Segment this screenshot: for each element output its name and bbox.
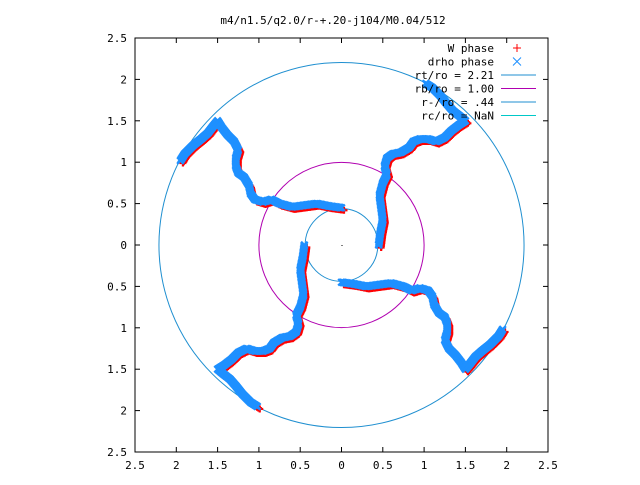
legend-marker bbox=[513, 44, 521, 52]
x-tick-label: 2 bbox=[503, 459, 510, 472]
drho-phase-point bbox=[176, 156, 185, 165]
center-point bbox=[341, 245, 343, 246]
legend-label: rt/ro = 2.21 bbox=[415, 69, 494, 82]
legend-label: rc/ro = NaN bbox=[421, 110, 494, 123]
x-tick-label: 0.5 bbox=[290, 459, 310, 472]
x-tick-label: 1 bbox=[421, 459, 428, 472]
drho-phase-arm-1 bbox=[374, 79, 470, 250]
x-tick-label: 2.5 bbox=[125, 459, 145, 472]
y-tick-label: 2 bbox=[120, 405, 127, 418]
legend-label: r-/ro = .44 bbox=[421, 96, 494, 109]
x-tick-label: 0.5 bbox=[373, 459, 393, 472]
y-tick-label: 2.5 bbox=[107, 32, 127, 45]
y-tick-label: 0.5 bbox=[107, 198, 127, 211]
phase-series bbox=[176, 79, 509, 413]
drho-phase-arm-2 bbox=[337, 278, 507, 374]
drho-phase-point bbox=[498, 325, 507, 334]
drho-phase-point bbox=[421, 79, 430, 88]
y-tick-label: 2.5 bbox=[107, 446, 127, 459]
y-tick-label: 1.5 bbox=[107, 363, 127, 376]
legend-label: rb/ro = 1.00 bbox=[415, 83, 494, 96]
legend-marker bbox=[512, 57, 522, 66]
y-tick-label: 2 bbox=[120, 73, 127, 86]
legend-label: W phase bbox=[448, 42, 494, 55]
drho-phase-point bbox=[253, 402, 262, 411]
x-tick-label: 2 bbox=[173, 459, 180, 472]
x-tick-label: 1 bbox=[256, 459, 263, 472]
y-tick-label: 1.5 bbox=[107, 115, 127, 128]
x-tick-label: 2.5 bbox=[538, 459, 558, 472]
y-tick-label: 0.5 bbox=[107, 280, 127, 293]
drho-phase-arm-0 bbox=[176, 116, 346, 212]
y-tick-label: 0 bbox=[120, 239, 127, 252]
x-tick-label: 1.5 bbox=[208, 459, 228, 472]
x-tick-label: 0 bbox=[338, 459, 345, 472]
y-tick-label: 1 bbox=[120, 156, 127, 169]
drho-phase-arm-3 bbox=[213, 240, 309, 411]
chart-title: m4/n1.5/q2.0/r-+.20-j104/M0.04/512 bbox=[220, 14, 445, 27]
circle-1 bbox=[258, 161, 425, 329]
x-tick-label: 1.5 bbox=[455, 459, 475, 472]
legend-label: drho phase bbox=[428, 56, 494, 69]
y-tick-label: 1 bbox=[120, 322, 127, 335]
circle-0 bbox=[158, 61, 525, 429]
axes: 2.5 2 1.5 1 0.5 0 0.5 1 1.5 2 2.52.521.510.500.511… bbox=[107, 32, 558, 472]
